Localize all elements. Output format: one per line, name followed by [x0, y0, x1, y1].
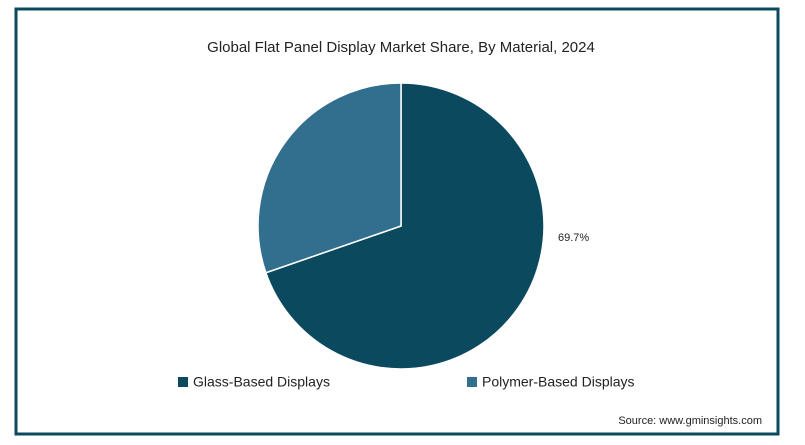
value-label: 69.7%: [558, 232, 589, 244]
legend-label: Polymer-Based Displays: [482, 374, 635, 390]
legend-swatch: [467, 377, 477, 387]
legend-swatch: [178, 377, 188, 387]
pie-slice: [264, 82, 545, 370]
legend-label: Glass-Based Displays: [193, 374, 330, 390]
pie-slice: [257, 82, 402, 274]
chart-title: Global Flat Panel Display Market Share, …: [207, 39, 595, 56]
source: Source: www.gminsights.com: [618, 415, 762, 427]
